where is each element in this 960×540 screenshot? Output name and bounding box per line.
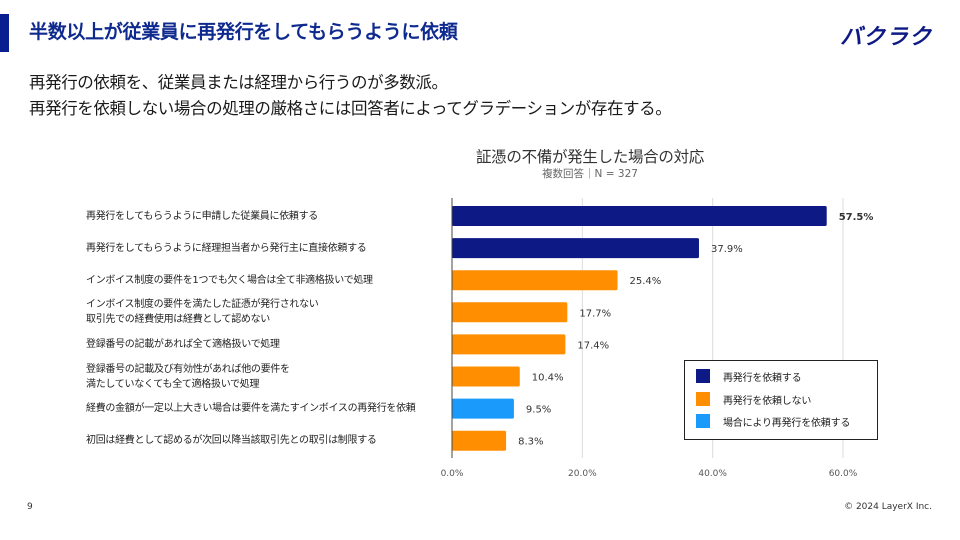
category-label: 登録番号の記載及び有効性があれば他の要件を 満たしていなくても全て適格扱いで処理	[86, 362, 290, 392]
bar-value-label: 8.3%	[518, 437, 543, 448]
bar	[452, 302, 568, 323]
category-label-line: 登録番号の記載及び有効性があれば他の要件を	[86, 363, 290, 375]
category-label: 登録番号の記載があれば全て適格扱いで処理	[86, 337, 280, 352]
bar-value-label: 9.5%	[526, 405, 551, 416]
legend-item-request: 再発行を依頼する	[696, 368, 802, 384]
bar-value-label: 57.5%	[839, 212, 874, 223]
x-tick-label: 0.0%	[441, 469, 464, 479]
legend-item-no-request: 再発行を依頼しない	[696, 391, 811, 407]
x-tick-label: 40.0%	[698, 469, 727, 479]
bar-value-label: 17.7%	[579, 308, 611, 319]
lead-line-1: 再発行の依頼を、従業員または経理から行うのが多数派。	[29, 73, 448, 92]
legend-label-conditional: 場合により再発行を依頼する	[723, 417, 851, 429]
category-label: インボイス制度の要件を満たした証憑が発行されない 取引先での経費使用は経費として認…	[86, 297, 319, 327]
category-label-line: 再発行をしてもらうように経理担当者から発行主に直接依頼する	[86, 242, 367, 254]
legend-label-no-request: 再発行を依頼しない	[723, 395, 812, 407]
legend-swatch-conditional	[696, 414, 710, 428]
bar-value-label: 10.4%	[532, 373, 564, 384]
category-label-line: 初回は経費として認めるが次回以降当該取引先との取引は制限する	[86, 435, 377, 447]
slide-title: 半数以上が従業員に再発行をしてもらうように依頼	[29, 21, 458, 43]
legend-swatch-request	[696, 369, 710, 383]
bakuraku-logo: バクラク	[840, 25, 933, 48]
category-label-line: インボイス制度の要件を満たした証憑が発行されない	[86, 299, 319, 311]
x-tick-label: 60.0%	[829, 469, 858, 479]
chart-title: 証憑の不備が発生した場合の対応	[475, 148, 704, 166]
category-label-line: 登録番号の記載があれば全て適格扱いで処理	[86, 338, 280, 350]
bar	[452, 430, 507, 451]
bar	[452, 398, 514, 419]
category-label: 初回は経費として認めるが次回以降当該取引先との取引は制限する	[86, 433, 377, 448]
legend-item-conditional: 場合により再発行を依頼する	[696, 413, 850, 429]
lead-text: 再発行の依頼を、従業員または経理から行うのが多数派。 再発行を依頼しない場合の処…	[29, 70, 672, 122]
chart-subtitle: 複数回答｜N = 327	[542, 168, 638, 180]
category-label: 再発行をしてもらうように申請した従業員に依頼する	[86, 209, 318, 224]
bar-value-label: 25.4%	[630, 276, 662, 287]
bar-value-label: 37.9%	[711, 244, 743, 255]
bar	[452, 366, 520, 387]
bar	[452, 206, 827, 226]
title-accent-bar	[0, 14, 9, 52]
page-number: 9	[27, 502, 33, 512]
bar	[452, 270, 618, 291]
copyright: © 2024 LayerX Inc.	[844, 502, 932, 512]
category-label-line: インボイス制度の要件を1つでも欠く場合は全て非適格扱いで処理	[86, 274, 373, 286]
category-label-line: 経費の金額が一定以上大きい場合は要件を満たすインボイスの再発行を依頼	[86, 403, 416, 415]
x-tick-label: 20.0%	[568, 469, 597, 479]
category-label-line: 再発行をしてもらうように申請した従業員に依頼する	[86, 210, 318, 222]
logo-text: バクラク	[840, 25, 933, 48]
category-label: 経費の金額が一定以上大きい場合は要件を満たすインボイスの再発行を依頼	[86, 401, 416, 416]
lead-line-2: 再発行を依頼しない場合の処理の厳格さには回答者によってグラデーションが存在する。	[29, 99, 672, 118]
legend-label-request: 再発行を依頼する	[723, 372, 802, 384]
bar-value-label: 17.4%	[577, 340, 609, 351]
category-label-line: 取引先での経費使用は経費として認めない	[86, 314, 270, 326]
chart-legend: 再発行を依頼する 再発行を依頼しない 場合により再発行を依頼する	[684, 360, 878, 440]
category-label: インボイス制度の要件を1つでも欠く場合は全て非適格扱いで処理	[86, 273, 373, 288]
bar	[452, 334, 566, 355]
legend-swatch-no-request	[696, 392, 710, 406]
bar	[452, 238, 699, 259]
category-label: 再発行をしてもらうように経理担当者から発行主に直接依頼する	[86, 241, 367, 256]
category-label-line: 満たしていなくても全て適格扱いで処理	[86, 378, 260, 390]
